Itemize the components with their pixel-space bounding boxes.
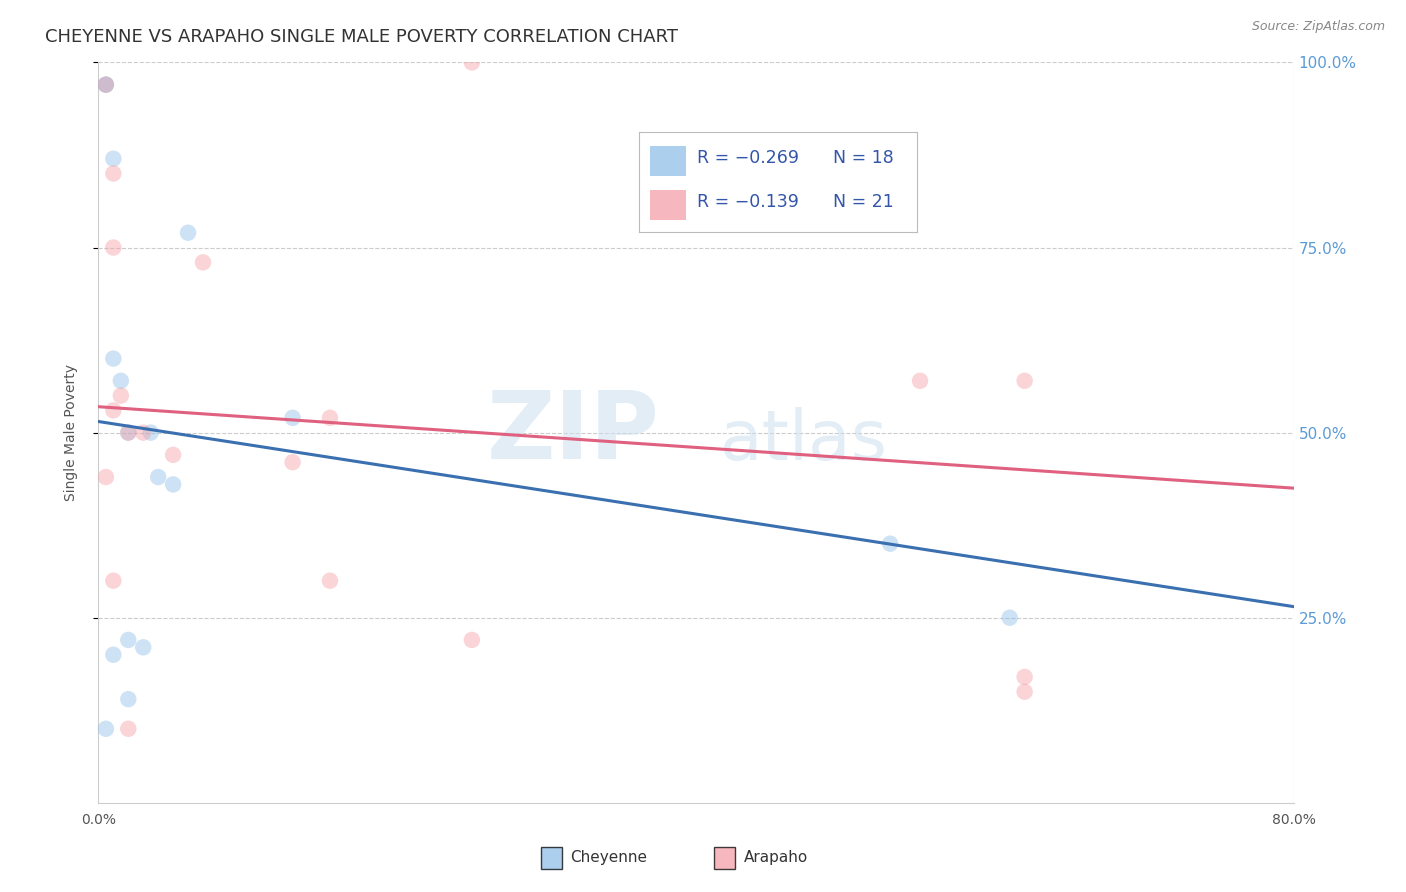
Point [319,574,342,588]
Point [94,470,117,484]
Point [103,240,125,255]
Point [94,78,117,92]
Text: Source: ZipAtlas.com: Source: ZipAtlas.com [1251,20,1385,33]
FancyBboxPatch shape [541,847,562,870]
Point [139,425,162,440]
Point [110,388,132,402]
Point [162,448,184,462]
Point [1014,670,1036,684]
FancyBboxPatch shape [714,847,735,870]
Text: R = −0.269: R = −0.269 [697,149,799,168]
Bar [650,146,686,177]
Point [461,55,484,70]
Point [103,166,125,180]
Point [319,410,342,425]
Point [1014,374,1036,388]
Y-axis label: Single Male Poverty: Single Male Poverty [63,364,77,501]
Point [117,425,139,440]
Point [110,374,132,388]
Text: Cheyenne: Cheyenne [571,850,648,865]
Point [132,640,155,655]
Text: CHEYENNE VS ARAPAHO SINGLE MALE POVERTY CORRELATION CHART: CHEYENNE VS ARAPAHO SINGLE MALE POVERTY … [45,28,678,45]
Text: N = 18: N = 18 [834,149,894,168]
Point [461,632,484,647]
Text: N = 21: N = 21 [834,194,894,211]
Point [908,374,931,388]
Point [1014,685,1036,699]
Point [117,722,139,736]
Text: atlas: atlas [720,407,887,474]
Point [162,477,184,491]
Point [998,610,1021,624]
Point [103,403,125,417]
Point [94,722,117,736]
Point [103,574,125,588]
Point [177,226,200,240]
Point [117,692,139,706]
Point [281,410,304,425]
Point [103,648,125,662]
Text: R = −0.139: R = −0.139 [697,194,799,211]
Point [879,536,901,550]
Point [117,425,139,440]
Point [94,78,117,92]
Point [148,470,170,484]
Point [103,351,125,366]
Point [191,255,214,269]
Text: Arapaho: Arapaho [744,850,808,865]
Text: ZIP: ZIP [488,386,661,479]
Point [103,152,125,166]
Point [94,78,117,92]
Point [132,425,155,440]
Bar [650,190,686,220]
Point [281,455,304,469]
Point [117,632,139,647]
